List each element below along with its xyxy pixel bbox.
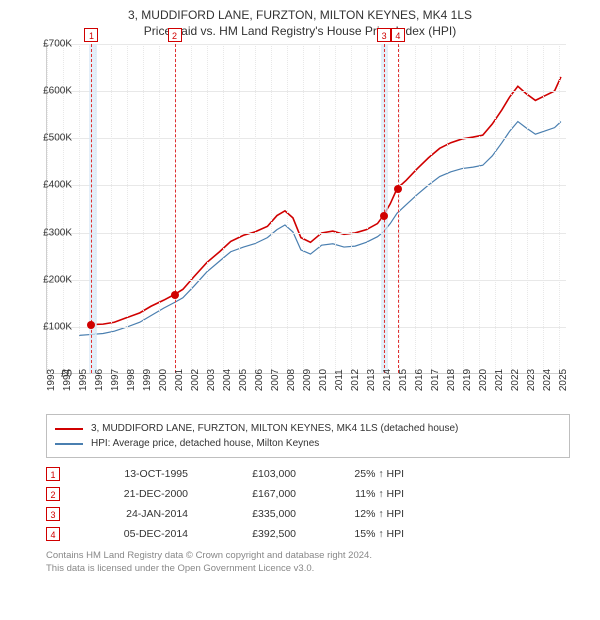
tx-date: 21-DEC-2000 (78, 488, 188, 500)
sale-marker-badge: 2 (168, 28, 182, 42)
gridline-v (111, 44, 112, 373)
series-line-property (92, 77, 561, 325)
sale-marker-line (175, 44, 176, 373)
tx-delta: 15% ↑ HPI (314, 528, 404, 540)
sale-marker-badge: 4 (391, 28, 405, 42)
gridline-v (159, 44, 160, 373)
transaction-row: 2 21-DEC-2000 £167,000 11% ↑ HPI (46, 484, 570, 504)
transaction-row: 1 13-OCT-1995 £103,000 25% ↑ HPI (46, 464, 570, 484)
gridline-v (303, 44, 304, 373)
gridline-v (271, 44, 272, 373)
tx-date: 24-JAN-2014 (78, 508, 188, 520)
y-axis-label: £300K (43, 227, 72, 238)
gridline-v (127, 44, 128, 373)
tx-date: 05-DEC-2014 (78, 528, 188, 540)
transaction-row: 3 24-JAN-2014 £335,000 12% ↑ HPI (46, 504, 570, 524)
tx-date: 13-OCT-1995 (78, 468, 188, 480)
sale-marker-badge: 3 (377, 28, 391, 42)
tx-price: £103,000 (206, 468, 296, 480)
gridline-v (143, 44, 144, 373)
gridline-v (543, 44, 544, 373)
gridline-v (511, 44, 512, 373)
y-axis-label: £200K (43, 274, 72, 285)
tx-price: £167,000 (206, 488, 296, 500)
tx-delta: 25% ↑ HPI (314, 468, 404, 480)
legend-label-property: 3, MUDDIFORD LANE, FURZTON, MILTON KEYNE… (91, 423, 458, 434)
sale-dot (171, 291, 179, 299)
y-axis-label: £100K (43, 321, 72, 332)
gridline-v (559, 44, 560, 373)
gridline-v (479, 44, 480, 373)
chart-title: 3, MUDDIFORD LANE, FURZTON, MILTON KEYNE… (0, 0, 600, 22)
x-axis-label: 2025 (558, 369, 588, 391)
footer-line-1: Contains HM Land Registry data © Crown c… (46, 550, 570, 563)
y-axis-label: £700K (43, 39, 72, 50)
footer: Contains HM Land Registry data © Crown c… (46, 550, 570, 576)
legend-row-property: 3, MUDDIFORD LANE, FURZTON, MILTON KEYNE… (55, 421, 561, 436)
sale-dot (87, 321, 95, 329)
gridline-h (47, 280, 566, 281)
tx-price: £392,500 (206, 528, 296, 540)
legend-label-hpi: HPI: Average price, detached house, Milt… (91, 438, 319, 449)
gridline-v (431, 44, 432, 373)
y-axis-label: £500K (43, 133, 72, 144)
gridline-v (191, 44, 192, 373)
gridline-v (399, 44, 400, 373)
y-axis-label: £600K (43, 86, 72, 97)
series-line-hpi (79, 122, 561, 336)
transaction-row: 4 05-DEC-2014 £392,500 15% ↑ HPI (46, 524, 570, 544)
gridline-h (47, 185, 566, 186)
tx-badge: 3 (46, 507, 60, 521)
chart-area: 1234 £0£100K£200K£300K£400K£500K£600K£70… (36, 44, 596, 404)
gridline-h (47, 44, 566, 45)
gridline-v (79, 44, 80, 373)
sale-marker-line (384, 44, 385, 373)
footer-line-2: This data is licensed under the Open Gov… (46, 563, 570, 576)
gridline-v (527, 44, 528, 373)
tx-delta: 12% ↑ HPI (314, 508, 404, 520)
sale-dot (394, 185, 402, 193)
gridline-v (351, 44, 352, 373)
transactions-table: 1 13-OCT-1995 £103,000 25% ↑ HPI 2 21-DEC-200… (46, 464, 570, 544)
tx-delta: 11% ↑ HPI (314, 488, 404, 500)
legend: 3, MUDDIFORD LANE, FURZTON, MILTON KEYNE… (46, 414, 570, 458)
tx-badge: 1 (46, 467, 60, 481)
legend-swatch-hpi (55, 443, 83, 445)
plot: 1234 (46, 44, 566, 374)
sale-marker-badge: 1 (84, 28, 98, 42)
gridline-v (495, 44, 496, 373)
y-axis-label: £400K (43, 180, 72, 191)
gridline-v (239, 44, 240, 373)
gridline-v (447, 44, 448, 373)
gridline-v (367, 44, 368, 373)
gridline-v (319, 44, 320, 373)
tx-price: £335,000 (206, 508, 296, 520)
gridline-h (47, 91, 566, 92)
gridline-v (223, 44, 224, 373)
gridline-v (287, 44, 288, 373)
page: 3, MUDDIFORD LANE, FURZTON, MILTON KEYNE… (0, 0, 600, 620)
gridline-v (255, 44, 256, 373)
legend-row-hpi: HPI: Average price, detached house, Milt… (55, 436, 561, 451)
gridline-v (415, 44, 416, 373)
series-svg (47, 44, 566, 373)
sale-marker-line (398, 44, 399, 373)
legend-swatch-property (55, 428, 83, 430)
sale-dot (380, 212, 388, 220)
gridline-v (335, 44, 336, 373)
tx-badge: 4 (46, 527, 60, 541)
gridline-h (47, 138, 566, 139)
gridline-h (47, 327, 566, 328)
gridline-h (47, 233, 566, 234)
gridline-v (463, 44, 464, 373)
tx-badge: 2 (46, 487, 60, 501)
gridline-v (207, 44, 208, 373)
